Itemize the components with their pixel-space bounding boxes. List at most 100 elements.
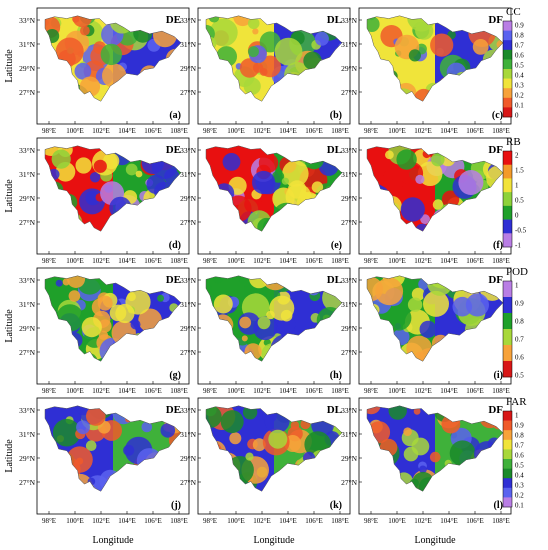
colorbar-tick: 0.2 (515, 492, 524, 500)
product-label: DE (166, 274, 181, 286)
product-label: DF (488, 14, 503, 26)
colorbar-swatch (503, 439, 512, 450)
xtick-label: 102°E (414, 127, 432, 135)
colorbar-swatch (503, 487, 512, 498)
colorbar-swatch (503, 21, 512, 31)
colorbar-swatch (503, 59, 512, 70)
map-panel-k: DL (k) 33°N 31°N 29°N 27°N 98°E 100°E 102°E 104°E… (180, 397, 351, 525)
xtick-label: 100°E (388, 257, 406, 265)
xtick-label: 108°E (492, 257, 510, 265)
ytick-label: 31°N (180, 430, 196, 439)
xtick-label: 100°E (227, 387, 245, 395)
xtick-label: 108°E (331, 387, 349, 395)
colorbar-swatch (503, 420, 512, 431)
ytick-label: 27°N (180, 348, 196, 357)
colorbar-swatch (503, 69, 512, 79)
product-label: DL (327, 274, 342, 286)
xtick-label: 100°E (66, 387, 84, 395)
ytick-label: 31°N (19, 40, 35, 49)
xtick-label: 106°E (144, 387, 162, 395)
xtick-label: 100°E (66, 517, 84, 525)
colorbar-swatch (503, 205, 512, 220)
map-panel-e: DL (e) 33°N 31°N 29°N 27°N 98°E 100°E 102°E 104°E… (180, 137, 351, 265)
xtick-label: 106°E (144, 517, 162, 525)
colorbar-tick: 0.1 (515, 502, 524, 510)
ytick-label: 29°N (180, 194, 196, 203)
colorbar-tick: 0.8 (515, 318, 524, 326)
colorbar-swatch (503, 40, 512, 51)
colorbar-tick: 0.4 (515, 472, 524, 480)
panel-letter: (a) (169, 110, 181, 121)
ytick-label: 33°N (180, 276, 196, 285)
xtick-label: 108°E (492, 387, 510, 395)
ytick-label: 31°N (180, 300, 196, 309)
xtick-label: 104°E (440, 517, 458, 525)
xtick-label: 100°E (66, 257, 84, 265)
ytick-label: 31°N (341, 170, 357, 179)
colorbar-pod: POD 1 0.9 0.8 0.7 0.6 0.5 (502, 266, 528, 380)
colorbar-tick: 0.6 (515, 354, 524, 362)
xtick-label: 98°E (203, 387, 217, 395)
map-panel-g: DE (g) 33°N 31°N 29°N 27°N 98°E 100°E 102°E 104°E… (19, 267, 190, 395)
ytick-label: 33°N (19, 276, 35, 285)
colorbar-title: POD (506, 266, 528, 278)
xtick-label: 102°E (92, 127, 110, 135)
ytick-label: 29°N (341, 64, 357, 73)
ytick-label: 29°N (341, 454, 357, 463)
ytick-label: 33°N (19, 146, 35, 155)
xtick-label: 100°E (388, 387, 406, 395)
panel-letter: (h) (330, 370, 342, 381)
colorbar-tick: 0.7 (515, 42, 524, 50)
product-label: DF (488, 274, 503, 286)
xtick-label: 104°E (118, 517, 136, 525)
ytick-label: 33°N (19, 406, 35, 415)
y-axis-label: Latitude (4, 49, 15, 83)
colorbar-tick: 0.7 (515, 336, 524, 344)
colorbar-tick: 0.9 (515, 22, 524, 30)
colorbar-tick: 0.3 (515, 82, 524, 90)
colorbar-tick: 0.2 (515, 92, 524, 100)
ytick-label: 29°N (19, 454, 35, 463)
colorbar-title: FAR (506, 396, 527, 408)
xtick-label: 100°E (388, 517, 406, 525)
colorbar-tick: 1 (515, 412, 519, 420)
colorbar-swatch (503, 329, 512, 346)
colorbar-swatch (503, 97, 512, 108)
xtick-label: 98°E (42, 517, 56, 525)
ytick-label: 31°N (341, 430, 357, 439)
colorbar-tick: 0.7 (515, 442, 524, 450)
ytick-label: 27°N (19, 478, 35, 487)
colorbar-tick: 0.9 (515, 422, 524, 430)
xtick-label: 104°E (118, 387, 136, 395)
colorbar-far: FAR 1 0.9 0.8 0.7 0.6 0.5 0.4 0.3 0.2 0.1 (502, 396, 527, 510)
colorbar-tick: 0.8 (515, 32, 524, 40)
ytick-label: 31°N (180, 170, 196, 179)
xtick-label: 102°E (92, 517, 110, 525)
xtick-label: 104°E (440, 127, 458, 135)
xtick-label: 108°E (331, 127, 349, 135)
xtick-label: 106°E (466, 257, 484, 265)
panel-letter: (e) (331, 240, 342, 251)
colorbar-tick: -0.5 (515, 227, 527, 235)
map-panel-j: DE (j) 33°N 31°N 29°N 27°N 98°E 100°E 102°E 104°E… (19, 397, 190, 525)
y-axis-label: Latitude (4, 179, 15, 213)
x-axis-label: Longitude (253, 535, 295, 546)
xtick-label: 108°E (170, 127, 188, 135)
ytick-label: 31°N (341, 300, 357, 309)
colorbar-swatch (503, 30, 512, 41)
colorbar-tick: 0.6 (515, 52, 524, 60)
ytick-label: 31°N (180, 40, 196, 49)
map-panel-i: DF (i) 33°N 31°N 29°N 27°N 98°E 100°E 102°E 104°E… (341, 267, 512, 395)
colorbar-swatch (503, 107, 512, 118)
colorbar-swatch (503, 497, 512, 508)
colorbar-swatch (503, 49, 512, 60)
y-axis-label: Latitude (4, 439, 15, 473)
xtick-label: 102°E (92, 387, 110, 395)
colorbar-tick: 0 (515, 212, 519, 220)
product-label: DL (327, 404, 342, 416)
product-label: DF (488, 404, 503, 416)
ytick-label: 33°N (341, 406, 357, 415)
xtick-label: 100°E (227, 517, 245, 525)
colorbar-swatch (503, 281, 512, 298)
